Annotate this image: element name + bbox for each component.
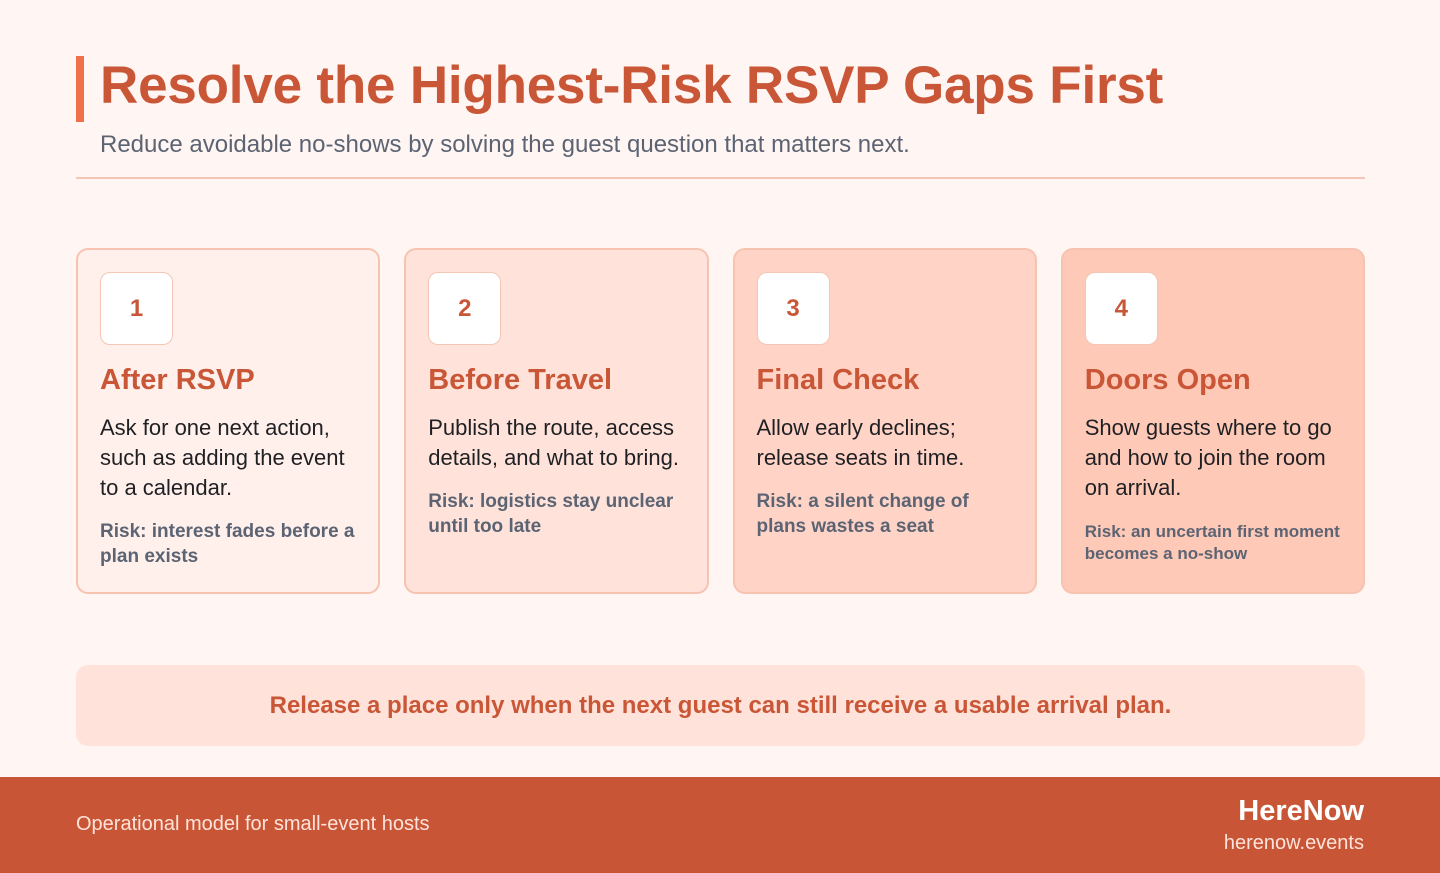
stage-title: Doors Open — [1084, 364, 1251, 396]
stage-card-before-travel: 2 Before Travel Publish the route, acces… — [404, 248, 709, 594]
stage-card-after-rsvp: 1 After RSVP Ask for one next action, su… — [76, 248, 381, 594]
callout-text: Release a place only when the next guest… — [269, 691, 1172, 719]
stage-title: After RSVP — [100, 364, 255, 396]
stage-card-doors-open: 4 Doors Open Show guests where to go and… — [1060, 248, 1365, 594]
stage-description: Publish the route, access details, and w… — [428, 415, 679, 470]
footer-tagline: Operational model for small-event hosts — [76, 813, 430, 835]
stage-risk: Risk: an uncertain first moment becomes … — [1084, 522, 1340, 563]
stage-number-badge: 4 — [1084, 272, 1158, 345]
brand-url: herenow.events — [1223, 832, 1364, 854]
stage-number-badge: 2 — [428, 272, 502, 345]
brand-name: HereNow — [1238, 795, 1364, 827]
stage-description: Ask for one next action, such as adding … — [100, 415, 345, 500]
stage-description: Show guests where to go and how to join … — [1084, 415, 1332, 500]
header-divider — [76, 177, 1365, 179]
stage-description: Allow early declines; release seats in t… — [756, 415, 965, 470]
stage-title: Final Check — [756, 364, 920, 396]
stage-number-badge: 3 — [756, 272, 830, 345]
key-principle-callout: Release a place only when the next guest… — [76, 665, 1365, 746]
stage-title: Before Travel — [428, 364, 613, 396]
stage-number-badge: 1 — [100, 272, 173, 345]
stage-risk: Risk: a silent change of plans wastes a … — [756, 491, 969, 537]
stage-risk: Risk: logistics stay unclear until too l… — [428, 491, 674, 537]
stage-card-final-check: 3 Final Check Allow early declines; rele… — [732, 248, 1037, 594]
page-title: Resolve the Highest-Risk RSVP Gaps First — [100, 56, 1164, 115]
page-subtitle: Reduce avoidable no-shows by solving the… — [100, 131, 910, 158]
stage-risk: Risk: interest fades before a plan exist… — [100, 521, 355, 567]
footer: Operational model for small-event hosts … — [0, 777, 1440, 873]
title-accent-bar — [76, 56, 84, 122]
stage-cards: 1 After RSVP Ask for one next action, su… — [76, 248, 1365, 594]
